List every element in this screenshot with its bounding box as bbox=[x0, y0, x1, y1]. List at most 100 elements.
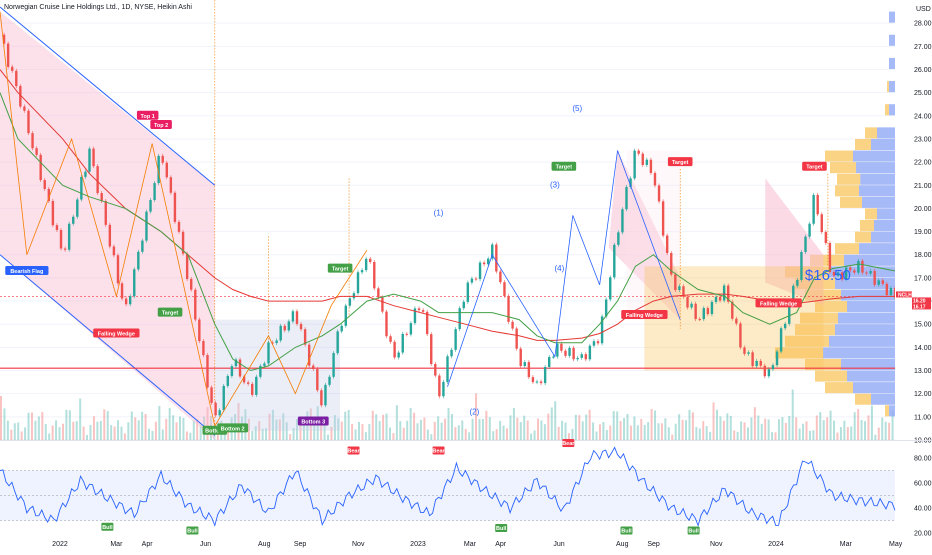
candle-body bbox=[682, 286, 685, 297]
candle-body bbox=[523, 362, 526, 367]
candle-body bbox=[421, 310, 425, 312]
volume-bar bbox=[519, 422, 522, 440]
volume-profile-bar bbox=[835, 324, 895, 336]
candle-body bbox=[133, 269, 136, 297]
candle-body bbox=[828, 243, 832, 273]
candle-body bbox=[181, 231, 185, 254]
candle-body bbox=[706, 308, 710, 315]
volume-bar bbox=[533, 430, 536, 440]
volume-bar bbox=[557, 426, 560, 440]
volume-bar bbox=[530, 433, 533, 440]
volume-bar bbox=[471, 418, 474, 440]
wave-label: (1) bbox=[434, 208, 444, 217]
candle-body bbox=[596, 341, 600, 344]
volume-bar bbox=[678, 414, 681, 440]
time-tick-label: Nov bbox=[352, 541, 365, 548]
volume-profile-bar bbox=[805, 358, 841, 371]
candle-body bbox=[307, 344, 311, 366]
volume-bar bbox=[61, 423, 64, 440]
volume-bar bbox=[285, 422, 288, 440]
candle-body bbox=[242, 376, 246, 383]
volume-profile-bar bbox=[847, 301, 895, 313]
candle-body bbox=[169, 177, 173, 193]
candle-body bbox=[283, 325, 286, 331]
volume-bar bbox=[488, 417, 491, 440]
candle-body bbox=[584, 354, 588, 360]
volume-profile-bar bbox=[865, 127, 877, 139]
rsi-label-bg bbox=[347, 446, 360, 455]
candle-body bbox=[47, 188, 51, 202]
volume-profile-bar bbox=[874, 220, 895, 232]
time-tick-label: Sep bbox=[647, 541, 660, 548]
volume-bar bbox=[189, 432, 192, 440]
volume-bar bbox=[402, 427, 405, 440]
volume-bar bbox=[330, 427, 333, 440]
candle-body bbox=[617, 232, 620, 245]
volume-bar bbox=[320, 418, 323, 440]
volume-bar bbox=[826, 417, 829, 440]
pattern-label: Target bbox=[806, 165, 823, 171]
time-tick-label: 2023 bbox=[410, 541, 426, 548]
candle-body bbox=[246, 382, 250, 384]
volume-bar bbox=[874, 434, 877, 440]
volume-bar bbox=[750, 417, 753, 440]
rsi-label-bg bbox=[186, 526, 199, 535]
volume-bar bbox=[117, 420, 120, 440]
volume-bar bbox=[516, 417, 519, 440]
volume-profile-bar bbox=[871, 138, 895, 151]
candle-body bbox=[849, 267, 852, 271]
rsi-label: Bull bbox=[621, 529, 632, 535]
volume-bar bbox=[106, 411, 109, 440]
pattern-label-bg bbox=[327, 263, 353, 273]
volume-bar bbox=[302, 424, 305, 440]
candle-body bbox=[72, 216, 75, 224]
price-tick-label: 12.00 bbox=[914, 391, 932, 398]
volume-bar bbox=[857, 409, 860, 440]
pattern-label: Target bbox=[332, 267, 349, 273]
volume-bar bbox=[716, 409, 718, 440]
candle-body bbox=[486, 258, 490, 265]
volume-bar bbox=[261, 428, 264, 440]
candle-body bbox=[234, 359, 238, 367]
volume-bar bbox=[581, 421, 584, 440]
wedge-zone bbox=[626, 150, 681, 320]
candle-body bbox=[202, 341, 205, 356]
volume-bar bbox=[65, 409, 68, 440]
candle-body bbox=[678, 286, 681, 290]
volume-profile-bar bbox=[825, 382, 853, 394]
price-tick-label: 24.00 bbox=[914, 113, 932, 120]
candle-body bbox=[788, 303, 791, 324]
candle-body bbox=[19, 86, 22, 107]
volume-bar bbox=[110, 425, 113, 440]
volume-profile-bar bbox=[860, 220, 874, 232]
volume-bar bbox=[206, 407, 209, 440]
candle-body bbox=[462, 301, 465, 309]
rsi-label-bg bbox=[620, 526, 633, 535]
volume-bar bbox=[461, 420, 464, 440]
volume-bar bbox=[492, 431, 495, 440]
rsi-label-bg bbox=[101, 522, 114, 531]
volume-bar bbox=[24, 427, 27, 440]
candle-body bbox=[515, 328, 518, 349]
pattern-label: Top 2 bbox=[154, 123, 168, 129]
volume-bar bbox=[419, 419, 422, 440]
candle-body bbox=[759, 360, 762, 366]
volume-profile-bar bbox=[823, 347, 895, 359]
candle-body bbox=[604, 299, 608, 317]
candle-body bbox=[556, 343, 559, 357]
candle-body bbox=[153, 183, 156, 201]
candle-body bbox=[141, 240, 144, 252]
candle-body bbox=[149, 200, 152, 212]
volume-bar bbox=[481, 419, 484, 440]
candle-body bbox=[210, 387, 213, 403]
volume-bar bbox=[571, 428, 574, 440]
candle-body bbox=[633, 150, 636, 179]
time-tick-label: Mar bbox=[840, 541, 853, 548]
candle-body bbox=[686, 296, 689, 308]
volume-bar bbox=[44, 424, 47, 440]
candle-body bbox=[104, 201, 107, 225]
volume-bar bbox=[289, 434, 292, 440]
volume-bar bbox=[92, 416, 95, 440]
volume-bar bbox=[640, 418, 643, 440]
volume-bar bbox=[485, 410, 488, 440]
